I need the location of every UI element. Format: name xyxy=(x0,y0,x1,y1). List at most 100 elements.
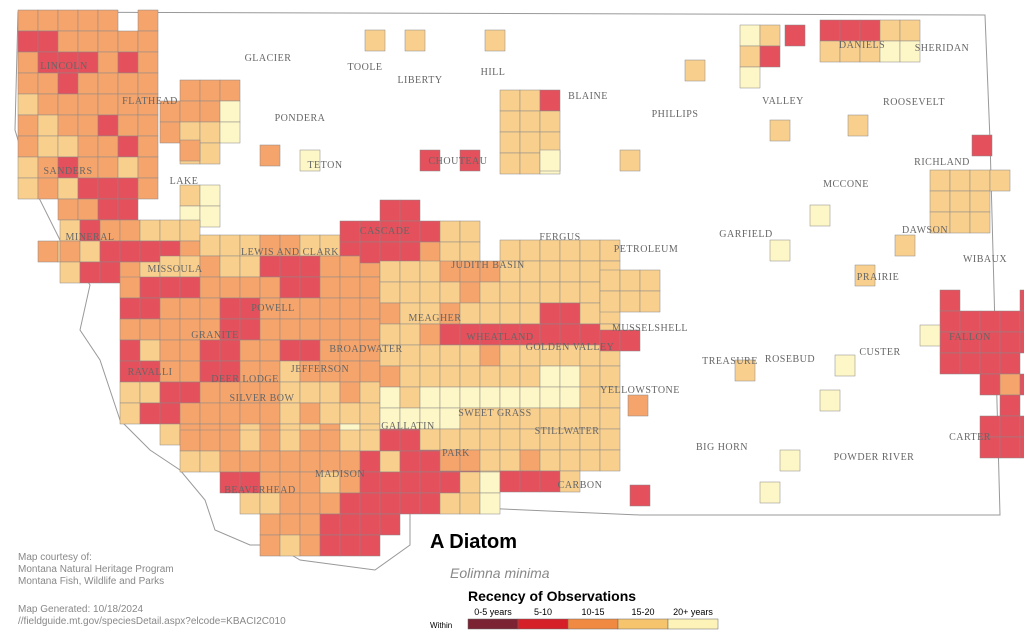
observation-cell xyxy=(219,100,241,123)
observation-cell xyxy=(159,297,181,320)
observation-cell xyxy=(579,260,601,283)
observation-cell xyxy=(439,386,461,409)
observation-cell xyxy=(399,323,421,346)
observation-cell xyxy=(819,19,841,42)
county-label: STILLWATER xyxy=(535,426,600,437)
observation-cell xyxy=(219,339,241,362)
observation-cell xyxy=(579,386,601,409)
observation-cell xyxy=(419,323,441,346)
county-label: BLAINE xyxy=(568,91,608,102)
observation-cell xyxy=(259,318,281,341)
county-label: WHEATLAND xyxy=(466,332,533,343)
observation-cell xyxy=(299,276,321,299)
observation-cell xyxy=(519,302,541,325)
observation-cell xyxy=(379,302,401,325)
observation-cell xyxy=(379,450,401,473)
observation-cell xyxy=(79,240,101,263)
observation-cell xyxy=(299,381,321,404)
observation-cell xyxy=(559,302,581,325)
observation-cell xyxy=(299,492,321,515)
observation-cell xyxy=(599,449,621,472)
observation-cell xyxy=(97,198,119,221)
observation-cell xyxy=(259,144,281,167)
legend-swatch xyxy=(667,618,719,630)
observation-cell xyxy=(459,344,481,367)
observation-cell xyxy=(299,339,321,362)
observation-cell xyxy=(139,297,161,320)
observation-cell xyxy=(17,135,39,158)
county-label: BIG HORN xyxy=(696,442,748,453)
observation-cell xyxy=(559,281,581,304)
observation-cell xyxy=(139,240,161,263)
observation-cell xyxy=(539,260,561,283)
observation-cell xyxy=(179,219,201,242)
observation-cell xyxy=(319,402,341,425)
observation-cell xyxy=(279,276,301,299)
county-label: POWELL xyxy=(251,303,295,314)
observation-cell xyxy=(279,318,301,341)
observation-cell xyxy=(759,481,781,504)
observation-cell xyxy=(439,428,461,451)
observation-cell xyxy=(999,352,1021,375)
observation-cell xyxy=(219,450,241,473)
county-label: YELLOWSTONE xyxy=(600,385,680,396)
observation-cell xyxy=(117,198,139,221)
observation-cell xyxy=(959,310,981,333)
observation-cell xyxy=(117,72,139,95)
observation-cell xyxy=(137,177,159,200)
observation-cell xyxy=(199,297,221,320)
observation-cell xyxy=(319,492,341,515)
observation-cell xyxy=(519,89,541,112)
county-label: CARTER xyxy=(949,432,991,443)
county-label: MEAGHER xyxy=(409,313,462,324)
observation-cell xyxy=(559,239,581,262)
observation-cell xyxy=(57,93,79,116)
observation-cell xyxy=(619,269,641,292)
title: A Diatom xyxy=(430,531,517,553)
observation-cell xyxy=(359,360,381,383)
observation-cell xyxy=(419,471,441,494)
legend-label: 20+ years xyxy=(673,607,713,617)
observation-cell xyxy=(419,428,441,451)
county-label: RAVALLI xyxy=(128,367,173,378)
observation-cell xyxy=(959,352,981,375)
county-label: LINCOLN xyxy=(40,61,87,72)
observation-cell xyxy=(379,199,401,222)
observation-cell xyxy=(499,89,521,112)
observation-cell xyxy=(199,339,221,362)
observation-cell xyxy=(319,429,341,452)
observation-cell xyxy=(359,241,381,264)
county-label: ROOSEVELT xyxy=(883,97,945,108)
county-label: TETON xyxy=(307,160,342,171)
observation-cell xyxy=(339,492,361,515)
legend-swatch xyxy=(617,618,669,630)
observation-cell xyxy=(399,281,421,304)
county-label: PRAIRIE xyxy=(857,272,899,283)
observation-cell xyxy=(37,9,59,32)
observation-cell xyxy=(37,135,59,158)
observation-cell xyxy=(279,492,301,515)
observation-cell xyxy=(319,297,341,320)
observation-cell xyxy=(809,204,831,227)
observation-cell xyxy=(439,220,461,243)
observation-cell xyxy=(259,513,281,536)
observation-cell xyxy=(179,297,201,320)
observation-cell xyxy=(179,360,201,383)
observation-cell xyxy=(137,72,159,95)
observation-cell xyxy=(299,297,321,320)
observation-cell xyxy=(339,534,361,557)
observation-cell xyxy=(219,255,241,278)
observation-cell xyxy=(119,318,141,341)
observation-cell xyxy=(739,66,761,89)
observation-cell xyxy=(899,19,921,42)
observation-cell xyxy=(299,318,321,341)
observation-cell xyxy=(439,365,461,388)
observation-cell xyxy=(199,100,221,123)
county-label: POWDER RIVER xyxy=(834,452,915,463)
observation-cell xyxy=(899,40,921,63)
observation-cell xyxy=(37,93,59,116)
observation-cell xyxy=(499,281,521,304)
observation-cell xyxy=(137,135,159,158)
observation-cell xyxy=(259,492,281,515)
observation-cell xyxy=(459,386,481,409)
